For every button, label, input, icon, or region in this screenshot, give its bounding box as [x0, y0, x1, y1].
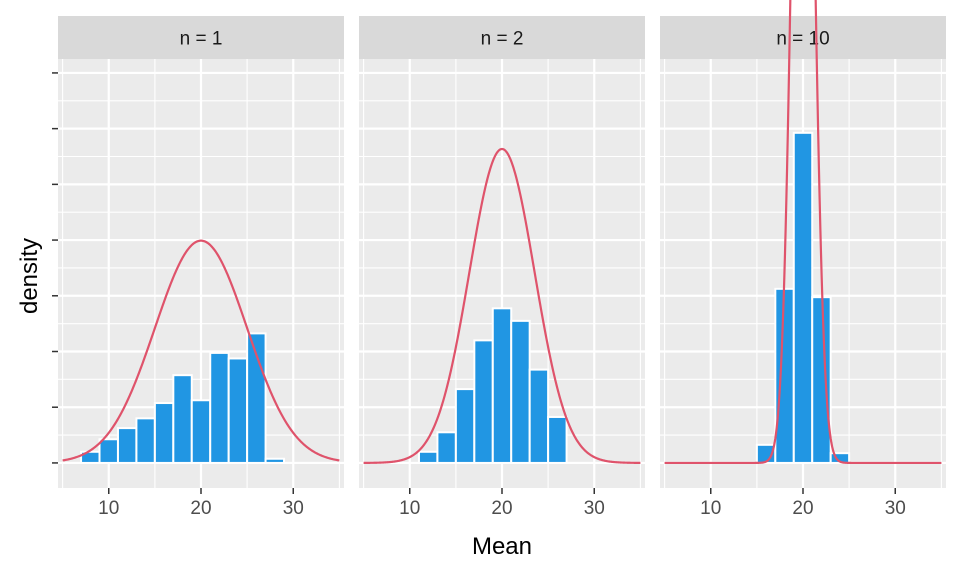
x-tick-label: 20	[491, 498, 512, 519]
x-tick-label: 20	[792, 498, 813, 519]
histogram-bar	[264, 457, 286, 464]
x-tick-label: 20	[190, 498, 211, 519]
histogram-bar	[98, 438, 119, 464]
panel-1: n = 1 10 20 30	[52, 16, 344, 519]
histogram-bar	[209, 351, 230, 464]
normal-density-curve	[363, 147, 641, 464]
x-axis-title: Mean	[472, 533, 532, 560]
strip-background	[58, 16, 344, 59]
histogram-bar	[454, 388, 476, 464]
histogram-bar	[491, 307, 513, 464]
x-tick-label: 10	[399, 498, 420, 519]
normal-density-curve	[62, 239, 340, 462]
strip-label: n = 1	[180, 29, 223, 50]
histogram-bar	[528, 368, 550, 464]
histogram-bar	[811, 296, 832, 464]
strip-label: n = 10	[776, 29, 829, 50]
strip-background	[359, 16, 645, 59]
y-axis-title: density	[16, 238, 43, 314]
strip-background	[660, 16, 946, 59]
panels: n = 1 10 20 30 n = 2 10 20 30 n = 10 10 20 30	[52, 0, 946, 519]
x-tick-label: 10	[98, 498, 119, 519]
panel-3: n = 10 10 20 30	[660, 0, 946, 519]
x-tick-label: 30	[283, 498, 304, 519]
x-tick-label: 10	[700, 498, 721, 519]
histogram-bar	[436, 431, 457, 464]
histogram-bar	[829, 452, 851, 464]
histogram-bar	[417, 450, 439, 464]
histogram-bar	[190, 399, 212, 464]
normal-density-curve	[664, 0, 942, 465]
histogram-bar	[153, 402, 175, 464]
strip-label: n = 2	[481, 29, 524, 50]
x-tick-label: 30	[584, 498, 605, 519]
histogram-bar	[227, 357, 249, 464]
histogram-bar	[547, 415, 568, 464]
histogram-bar	[774, 287, 795, 464]
histogram-bar	[172, 374, 193, 464]
histogram-bar	[116, 427, 138, 464]
x-tick-label: 30	[885, 498, 906, 519]
panel-2: n = 2 10 20 30	[359, 16, 645, 519]
histogram-bar	[473, 339, 494, 464]
histogram-bar	[135, 417, 156, 464]
histogram-bar	[792, 131, 814, 464]
histogram-bar	[510, 319, 531, 464]
